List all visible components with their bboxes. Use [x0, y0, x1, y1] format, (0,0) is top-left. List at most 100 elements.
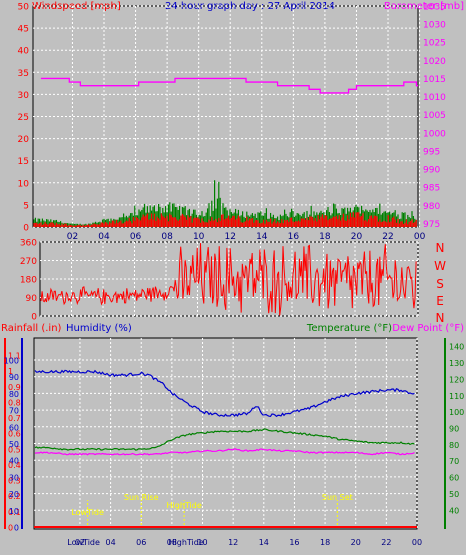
- humidity-y-tick-label: 100: [4, 357, 19, 366]
- barometer-y-tick-label: 985: [423, 184, 440, 194]
- dewpoint-axis-title: Dew Point (°F): [392, 323, 464, 334]
- wind-y-tick-label: 35: [18, 69, 29, 79]
- temperature-y-tick-label: 80: [449, 441, 459, 450]
- lower-x-tick-label: 00: [412, 538, 422, 547]
- humidity-y-tick-label: 60: [9, 423, 19, 432]
- barometer-y-tick-label: 1020: [423, 57, 446, 67]
- barometer-line: [40, 77, 418, 94]
- rainfall-y-tick-label: 0.6: [8, 430, 21, 439]
- temperature-y-tick-label: 50: [449, 490, 459, 499]
- wind-y-ticks: 0 5 10 15 20 25 30 35 40 45 50: [18, 3, 30, 234]
- wind-y-tick-label: 10: [18, 179, 30, 189]
- compass-labels: N W S E N: [434, 241, 446, 325]
- wind-y-tick-label: 5: [23, 201, 29, 211]
- barometer-y-tick-label: 1010: [423, 93, 446, 103]
- humidity-y-tick-label: 30: [9, 473, 19, 482]
- wind-x-tick-label: 14: [256, 232, 268, 242]
- rainfall-y-tick-label: 0.7: [8, 414, 21, 423]
- wind-bars: [33, 180, 417, 227]
- marker-label-hightide: HighTide: [167, 501, 202, 510]
- compass-label-e: E: [436, 294, 444, 308]
- direction-y-tick-label: 360: [20, 239, 37, 249]
- marker-label-sun-rise: Sun Rise: [124, 493, 159, 502]
- barometer-y-tick-label: 1000: [423, 129, 446, 139]
- temperature-line: [34, 428, 415, 451]
- barometer-y-tick-label: 980: [423, 202, 440, 212]
- barometer-series: [40, 77, 418, 94]
- humidity-y-tick-label: 40: [9, 457, 19, 466]
- wind-grid: [33, 5, 421, 228]
- temperature-y-tick-label: 60: [449, 474, 459, 483]
- rainfall-y-tick-label: 0.4: [8, 461, 21, 470]
- direction-line: [40, 243, 417, 316]
- wind-y-tick-label: 50: [18, 3, 30, 13]
- barometer-y-tick-label: 995: [423, 147, 440, 157]
- temperature-y-ticks: 40 50 60 70 80 90 100 110 120 130 140: [449, 343, 464, 516]
- wind-x-tick-label: 06: [130, 232, 142, 242]
- temperature-y-tick-label: 130: [449, 359, 464, 368]
- wind-y-tick-label: 20: [18, 135, 30, 145]
- wind-y-tick-label: 0: [23, 224, 29, 234]
- wind-y-tick-label: 30: [18, 91, 30, 101]
- barometer-y-tick-label: 975: [423, 220, 440, 230]
- marker-label-sun-set: Sun Set: [322, 493, 353, 502]
- temperature-y-tick-label: 120: [449, 375, 464, 384]
- lower-x-tick-label: 18: [320, 538, 330, 547]
- humidity-y-tick-label: 20: [9, 490, 19, 499]
- wind-axis-title: Windspeed [mph]: [32, 1, 121, 12]
- lower-x-ticks: 02 04 06 08 10 12 14 16 18 20 22 00 LowTide HighTide: [67, 538, 422, 547]
- rainfall-y-ticks: 0 0.1 0.2 0.3 0.4 0.5 0.6 0.7 0.8 0.9 1 1.1: [8, 352, 21, 533]
- compass-label-n-top: N: [436, 241, 445, 255]
- humidity-y-tick-label: 50: [9, 440, 19, 449]
- lower-x-tick-label: 06: [136, 538, 146, 547]
- direction-series: [40, 243, 417, 316]
- temperature-y-tick-label: 40: [449, 506, 459, 515]
- marker-label-lowtide: LowTide: [71, 508, 104, 517]
- rainfall-y-tick-label: 0.8: [8, 398, 21, 407]
- temperature-y-tick-label: 100: [449, 408, 464, 417]
- rainfall-y-tick-label: 0.1: [8, 508, 21, 517]
- humidity-y-tick-label: 0: [14, 524, 19, 533]
- x-axis-lowtide-label: LowTide: [67, 538, 100, 547]
- rainfall-y-tick-label: 1: [8, 367, 13, 376]
- humidity-y-tick-label: 70: [9, 407, 19, 416]
- humidity-axis-title: Humidity (%): [66, 323, 132, 334]
- humidity-y-tick-label: 90: [9, 373, 19, 382]
- wind-y-tick-label: 40: [18, 47, 30, 57]
- lower-x-tick-label: 14: [259, 538, 269, 547]
- tide-sun-markers: LowTide Sun Rise HighTide Sun Set: [71, 493, 353, 525]
- lower-x-tick-label: 04: [106, 538, 116, 547]
- barometer-y-tick-label: 1005: [423, 111, 446, 121]
- rainfall-axis-title: Rainfall (.in): [1, 323, 62, 334]
- lower-x-tick-label: 22: [381, 538, 391, 547]
- rainfall-y-tick-label: 0.5: [8, 445, 21, 454]
- wind-x-tick-label: 04: [98, 232, 110, 242]
- barometer-y-tick-label: 1025: [423, 39, 446, 49]
- wind-x-tick-label: 10: [193, 232, 205, 242]
- x-axis-hightide-label: HighTide: [169, 538, 204, 547]
- compass-label-n-bottom: N: [436, 311, 445, 325]
- wind-y-tick-label: 25: [18, 113, 29, 123]
- wind-x-tick-label: 12: [225, 232, 236, 242]
- barometer-y-ticks: 975 980 985 990 995 1000 1005 1010 1015 1020 1025 1…: [423, 3, 446, 230]
- barometer-y-tick-label: 1015: [423, 75, 446, 85]
- direction-y-tick-label: 180: [20, 276, 37, 286]
- humidity-line: [34, 369, 415, 418]
- lower-x-tick-label: 20: [351, 538, 361, 547]
- wind-panel: Windspeed [mph] 24 hour graph day : 27 A…: [18, 1, 465, 242]
- humidity-y-tick-label: 80: [9, 390, 19, 399]
- direction-y-tick-label: 270: [20, 257, 37, 267]
- rainfall-y-tick-label: 0.9: [8, 383, 21, 392]
- direction-y-tick-label: 90: [26, 294, 38, 304]
- compass-label-s: S: [436, 277, 444, 291]
- lower-plot-area: [33, 337, 418, 530]
- temperature-humidity-panel: Rainfall (.in) Humidity (%) Temperature …: [1, 323, 464, 547]
- rainfall-y-tick-label: 0.2: [8, 492, 21, 501]
- wind-x-tick-label: 22: [382, 232, 393, 242]
- lower-x-tick-label: 12: [228, 538, 238, 547]
- compass-label-w: W: [434, 259, 446, 273]
- wind-x-tick-label: 08: [161, 232, 173, 242]
